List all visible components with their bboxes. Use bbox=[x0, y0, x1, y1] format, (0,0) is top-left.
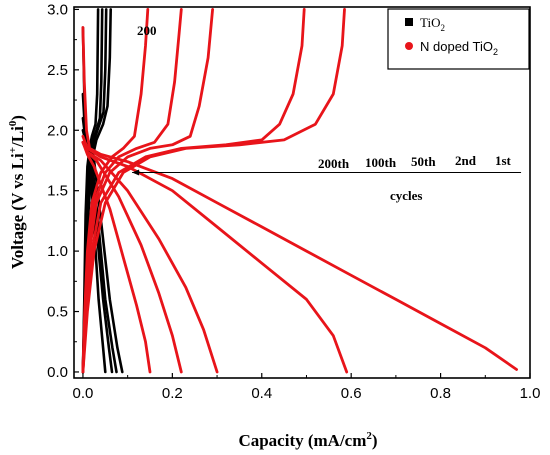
y-tick-label: 1.0 bbox=[47, 243, 68, 260]
annotation-cycles: cycles bbox=[390, 188, 422, 203]
legend-marker-n-doped bbox=[405, 42, 413, 50]
x-tick-label: 0.8 bbox=[430, 385, 451, 402]
legend: TiO2 N doped TiO2 bbox=[387, 8, 530, 70]
curve-n-doped-2nd-discharge bbox=[81, 134, 349, 374]
cycle-label-50th: 50th bbox=[411, 154, 436, 169]
cycle-label-2nd: 2nd bbox=[455, 153, 477, 168]
y-axis-title: Voltage (V vs Li+/Li0) bbox=[7, 115, 27, 269]
y-tick-label: 2.5 bbox=[47, 62, 68, 79]
curve-n-doped-200th-discharge bbox=[81, 140, 152, 374]
y-tick-label: 1.5 bbox=[47, 183, 68, 200]
series-curves bbox=[81, 7, 518, 374]
curve-n-doped-2nd-charge bbox=[81, 7, 306, 374]
x-axis-title: Capacity (mA/cm2) bbox=[238, 430, 377, 450]
legend-label-n-doped: N doped TiO2 bbox=[420, 39, 498, 57]
x-tick-label: 0.2 bbox=[162, 385, 183, 402]
legend-label-tio2: TiO2 bbox=[420, 15, 445, 33]
x-tick-label: 0.6 bbox=[341, 385, 362, 402]
y-tick-label: 0.5 bbox=[47, 304, 68, 321]
curve-n-doped-200th-charge bbox=[81, 7, 150, 374]
curve-n-doped-1st-discharge bbox=[81, 26, 518, 371]
curve-n-doped-100th-discharge bbox=[81, 140, 183, 374]
y-axis-ticks: 0.0 0.5 1.0 1.5 2.0 2.5 3.0 bbox=[47, 1, 79, 381]
legend-marker-tio2 bbox=[405, 18, 413, 26]
annotation-top-cycle: 200 bbox=[137, 23, 157, 38]
y-tick-label: 3.0 bbox=[47, 1, 68, 18]
cycle-label-1st: 1st bbox=[495, 153, 512, 168]
curve-n-doped-1st-charge bbox=[81, 7, 346, 374]
x-axis-ticks: 0.0 0.2 0.4 0.6 0.8 1.0 bbox=[73, 373, 541, 402]
x-tick-label: 0.0 bbox=[73, 385, 94, 402]
x-tick-label: 1.0 bbox=[520, 385, 541, 402]
y-tick-label: 2.0 bbox=[47, 122, 68, 139]
plot-frame bbox=[73, 6, 531, 379]
cycle-label-100th: 100th bbox=[365, 155, 397, 170]
x-tick-label: 0.4 bbox=[251, 385, 272, 402]
cycle-label-200th: 200th bbox=[318, 156, 350, 171]
y-tick-label: 0.0 bbox=[47, 364, 68, 381]
cycle-arrow-head bbox=[132, 169, 140, 176]
